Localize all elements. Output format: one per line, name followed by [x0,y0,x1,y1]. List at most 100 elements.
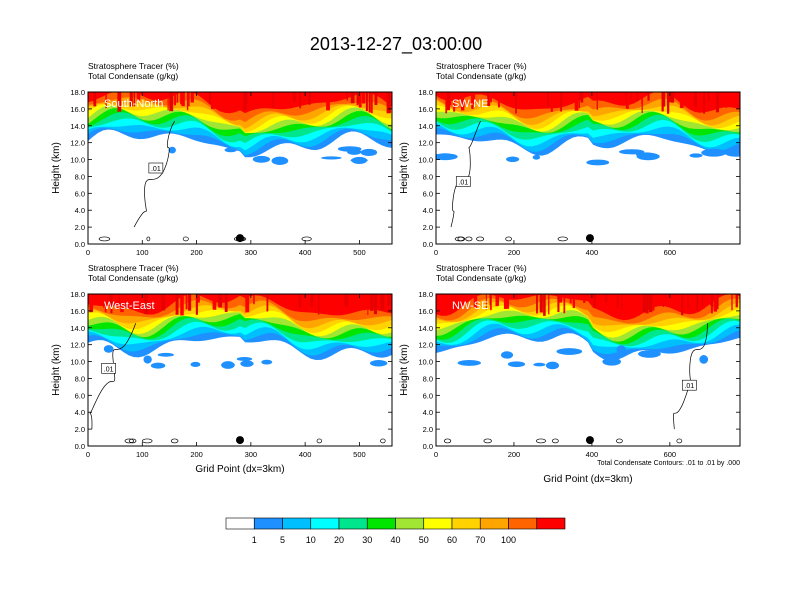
x-axis-label: Grid Point (dx=3km) [543,474,632,485]
tracer-streak [583,294,586,303]
y-tick-label: 2.0 [75,223,85,232]
tracer-blob [724,149,740,157]
colorbar-label: 40 [390,535,400,545]
contour-speck [141,438,153,444]
tracer-streak [503,294,508,309]
tracer-streak [299,92,302,109]
x-tick-label: 400 [586,248,599,257]
plot-frame [435,91,741,245]
tracer-streak [175,294,179,315]
tracer-streak [647,92,650,101]
tracer-streak [574,92,579,111]
y-tick-label: 4.0 [423,206,433,215]
x-tick-label: 400 [586,450,599,459]
tracer-streak [373,294,378,315]
tracer-blob [103,345,114,353]
tracer-streak [129,92,133,107]
contour-speck [483,438,492,444]
tracer-streak [151,294,155,314]
y-tick-label: 14.0 [70,122,85,131]
tracer-streak [167,92,169,111]
tracer-blob [636,152,660,161]
tracer-streak [272,92,274,108]
panel-sw-ne: .01 SW-NE Stratosphere Tracer (%)Total Con… [399,61,741,257]
tracer-streak [93,92,97,107]
tracer-streak [161,294,166,311]
tracer-streak [91,92,95,102]
tracer-streak [245,294,250,313]
tracer-streak [188,294,192,311]
colorbar-label: 70 [475,535,485,545]
panel-label: SW-NE [452,98,488,110]
panel-header-line: Stratosphere Tracer (%) [88,61,179,71]
tracer-streak [386,92,391,114]
tracer-streak [625,92,628,109]
tracer-streak [539,294,543,313]
tracer-blob [190,361,201,368]
tracer-streak [253,294,255,305]
tracer-streak [180,92,184,105]
contour-speck [128,438,137,444]
x-tick-label: 200 [190,248,203,257]
x-tick-label: 300 [245,450,258,459]
tracer-streak [701,294,704,308]
x-tick-label: 200 [190,450,203,459]
y-tick-label: 18.0 [70,88,85,97]
tracer-streak [208,92,213,105]
y-tick-label: 8.0 [75,374,85,383]
tracer-streak [117,92,121,103]
tracer-blob [261,359,273,365]
tracer-streak [662,294,666,304]
tracer-streak [515,92,517,114]
y-tick-label: 10.0 [418,156,433,165]
panel-header-line: Total Condensate (g/kg) [88,71,178,81]
y-tick-label: 2.0 [423,425,433,434]
plot-frame [87,293,393,447]
tracer-streak [174,92,176,106]
y-tick-label: 2.0 [423,223,433,232]
tracer-streak [652,294,655,311]
x-tick-label: 0 [86,248,90,257]
y-axis-label: Height (km) [51,344,62,396]
x-tick-label: 0 [434,248,438,257]
tracer-streak [308,92,311,105]
tracer-streak [186,92,189,111]
tracer-streak [487,92,491,107]
tracer-streak [661,92,664,112]
x-tick-label: 600 [664,450,677,459]
tracer-streak [572,294,575,309]
y-tick-label: 10.0 [70,156,85,165]
colorbar-label: 20 [334,535,344,545]
tracer-blob [507,361,526,368]
panel-header-line: Stratosphere Tracer (%) [436,61,527,71]
tracer-streak [578,92,580,109]
tracer-streak [506,294,510,309]
colorbar-label: 50 [419,535,429,545]
tracer-streak [350,92,355,104]
tracer-streak [648,294,653,313]
tracer-streak [346,92,348,101]
tracer-streak [104,294,107,313]
tracer-streak [701,92,704,103]
tracer-blob [500,351,514,359]
tracer-streak [380,294,385,311]
tracer-streak [715,92,720,113]
tracer-streak [368,92,371,113]
contour-label-box [148,162,164,174]
y-tick-label: 12.0 [70,139,85,148]
tracer-streak [471,92,476,105]
tracer-streak [554,92,559,108]
tracer-streak [224,294,228,312]
tracer-streak [171,92,173,112]
x-tick-label: 200 [508,248,521,257]
tracer-blob [224,147,237,153]
contour-label-box [455,176,471,187]
y-axis-label: Height (km) [51,142,62,194]
tracer-streak [557,294,560,313]
colorbar-swatch [310,517,340,530]
colorbar: 1 5 10 20 30 40 50 60 70 100 [225,517,566,545]
colorbar-swatch [508,517,538,530]
y-tick-label: 14.0 [418,122,433,131]
tracer-streak [367,294,369,316]
tracer-streak [365,92,368,112]
